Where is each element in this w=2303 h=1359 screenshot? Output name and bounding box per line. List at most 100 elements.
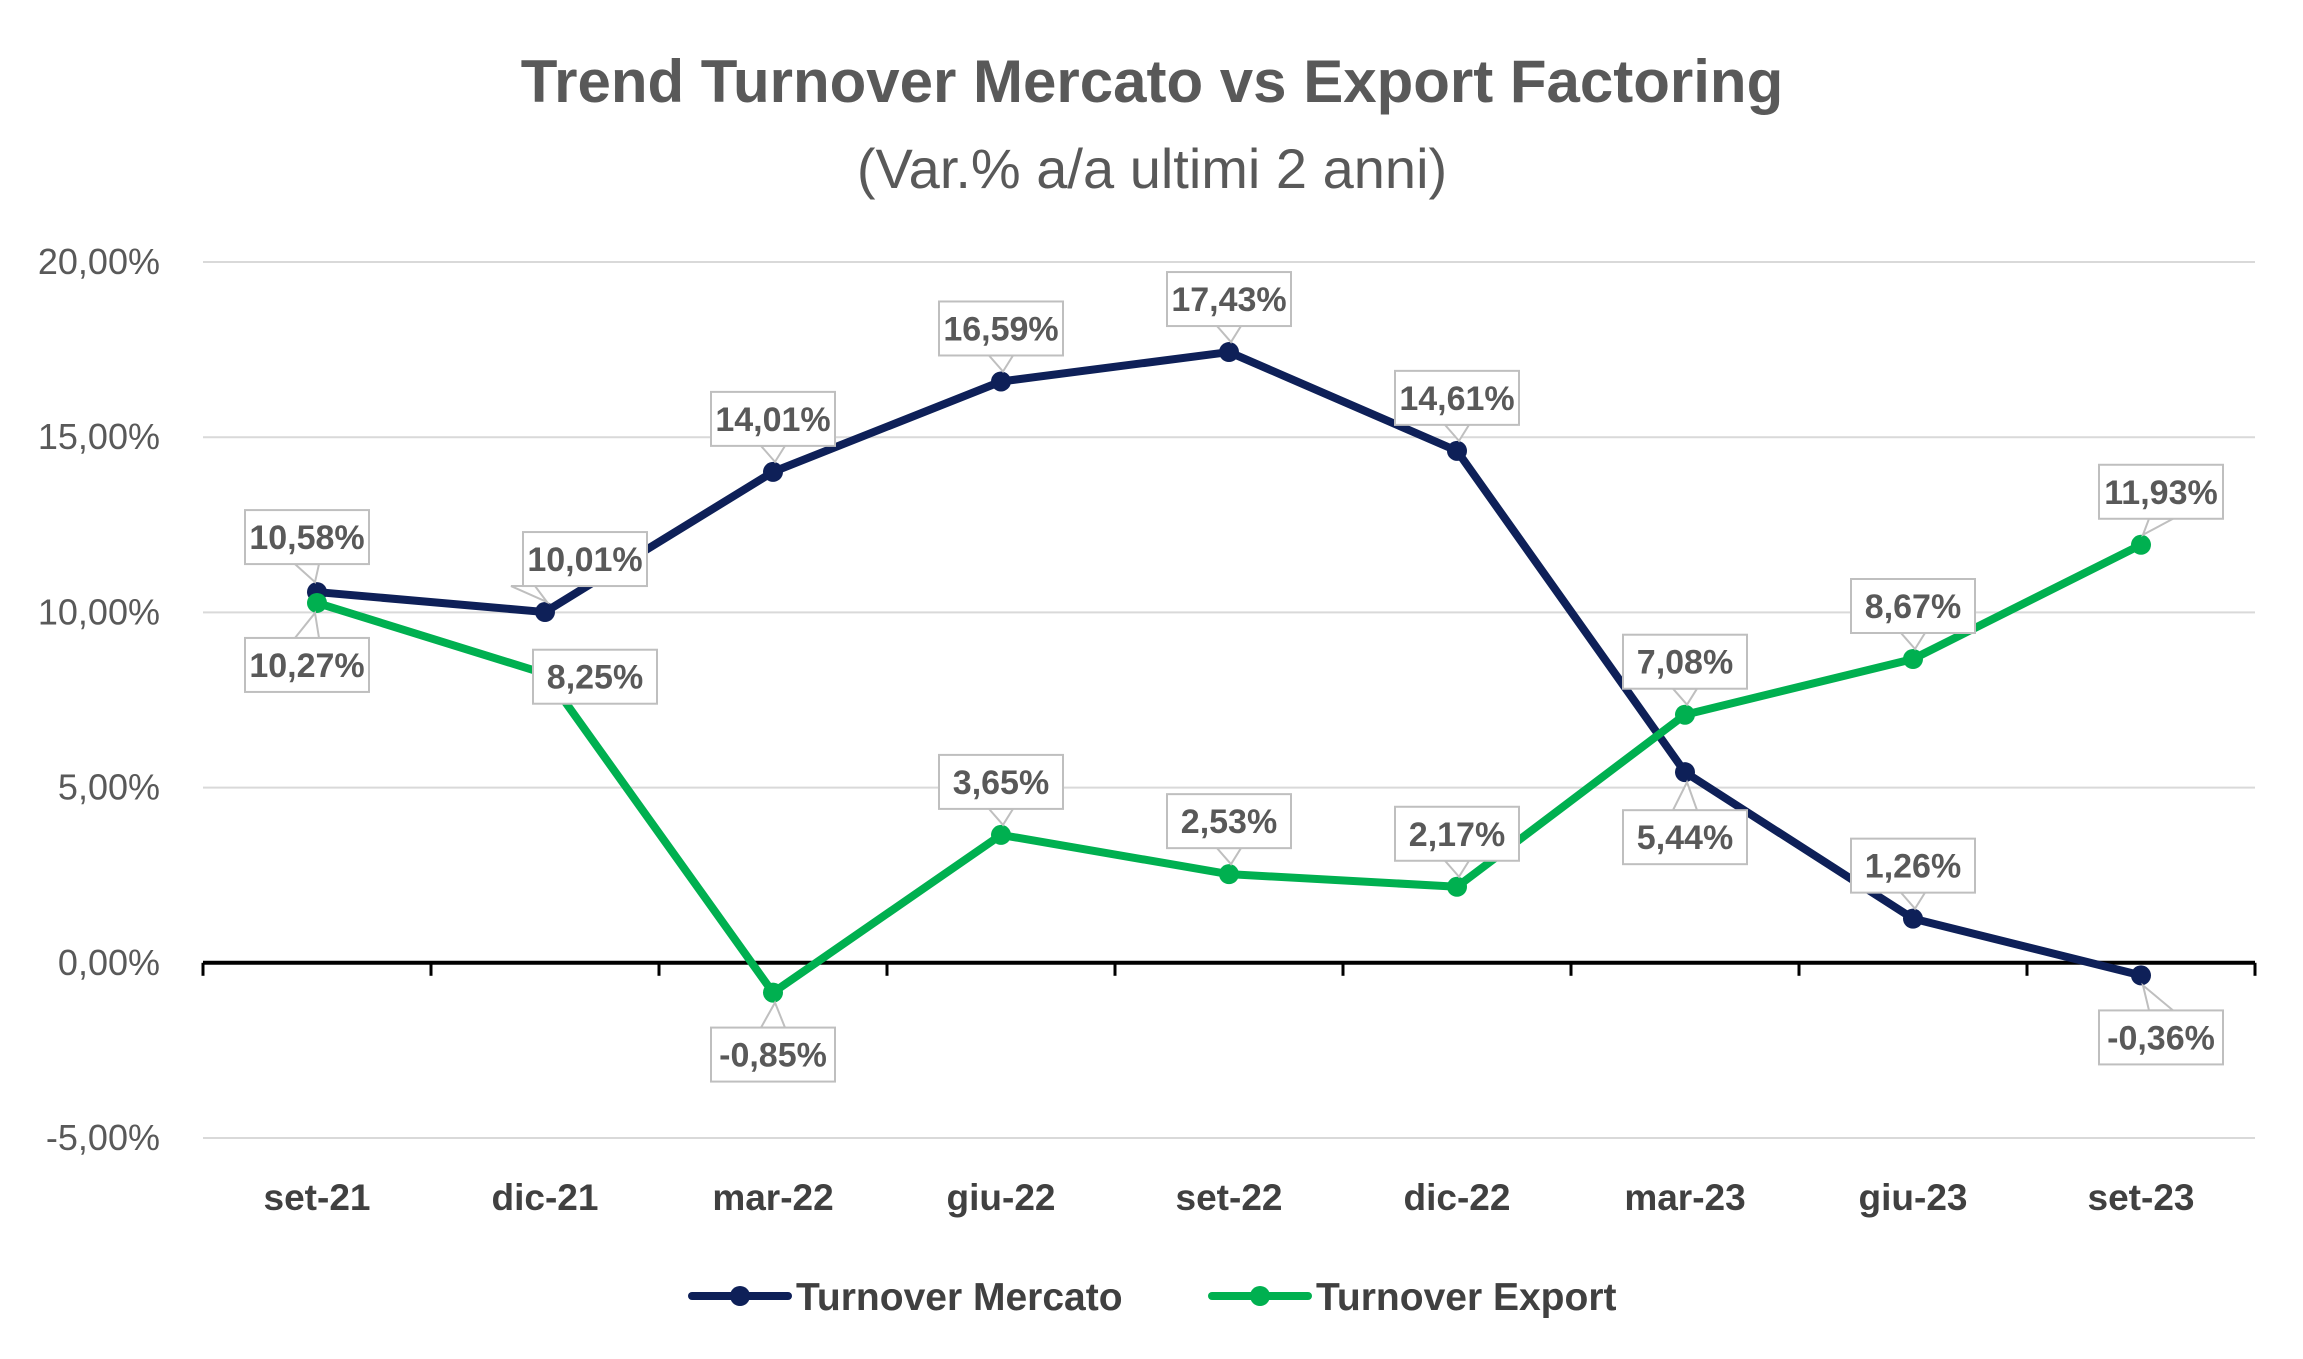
data-point bbox=[1447, 440, 1467, 461]
data-point bbox=[1675, 704, 1695, 725]
x-tick-label: set-21 bbox=[264, 1177, 371, 1218]
data-label: 8,67% bbox=[1850, 578, 1976, 651]
label-pointer bbox=[986, 354, 1015, 374]
label-text: 1,26% bbox=[1865, 848, 1961, 886]
data-label: 10,58% bbox=[244, 509, 370, 584]
label-text: 10,01% bbox=[527, 541, 642, 579]
label-text: 10,27% bbox=[249, 647, 364, 685]
x-tick-label: set-23 bbox=[2088, 1177, 2195, 1218]
x-tick-label: set-22 bbox=[1176, 1177, 1283, 1218]
label-pointer bbox=[758, 444, 787, 464]
data-point bbox=[1903, 908, 1923, 929]
legend-marker bbox=[730, 1286, 750, 1306]
label-text: 5,44% bbox=[1637, 819, 1733, 857]
label-text: 11,93% bbox=[2104, 474, 2217, 512]
data-point bbox=[307, 592, 327, 613]
label-pointer bbox=[1214, 325, 1243, 344]
chart-subtitle: (Var.% a/a ultimi 2 anni) bbox=[857, 137, 1447, 200]
label-box bbox=[1166, 793, 1292, 850]
label-box bbox=[244, 636, 370, 693]
data-point bbox=[1903, 649, 1923, 670]
y-tick-label: 0,00% bbox=[58, 942, 160, 983]
label-box bbox=[710, 390, 836, 447]
data-label: 8,25% bbox=[532, 648, 658, 705]
data-point bbox=[2131, 534, 2151, 555]
label-text: 10,58% bbox=[249, 519, 364, 557]
data-point bbox=[1675, 762, 1695, 783]
y-tick-label: 20,00% bbox=[38, 241, 160, 282]
label-text: 14,01% bbox=[715, 401, 830, 439]
data-point bbox=[763, 461, 783, 482]
x-tick-label: mar-22 bbox=[712, 1177, 833, 1218]
label-box bbox=[1166, 271, 1292, 328]
data-label: 16,59% bbox=[938, 300, 1064, 374]
y-tick-label: 10,00% bbox=[38, 591, 160, 632]
data-label: 11,93% bbox=[2098, 463, 2224, 537]
label-text: 16,59% bbox=[943, 310, 1058, 348]
label-text: 17,43% bbox=[1171, 281, 1286, 319]
label-pointer bbox=[1442, 859, 1471, 879]
label-box bbox=[938, 753, 1064, 810]
data-label: 3,65% bbox=[938, 753, 1064, 827]
label-pointer bbox=[1670, 687, 1699, 707]
x-axis: set-21 dic-21 mar-22 giu-22 set-22 dic-22 mar-… bbox=[201, 960, 2257, 1218]
data-label: -0,85% bbox=[710, 1000, 836, 1083]
label-pointer bbox=[1898, 632, 1927, 651]
label-pointer bbox=[2141, 517, 2174, 537]
label-text: 7,08% bbox=[1637, 644, 1733, 682]
label-box bbox=[522, 531, 648, 588]
legend-label: Turnover Mercato bbox=[796, 1276, 1123, 1319]
label-box bbox=[938, 300, 1064, 357]
label-text: 3,65% bbox=[953, 764, 1049, 802]
data-point bbox=[1219, 342, 1239, 363]
label-box bbox=[532, 648, 658, 705]
label-pointer bbox=[759, 1000, 787, 1029]
label-box bbox=[1394, 805, 1520, 862]
data-point bbox=[2131, 965, 2151, 986]
data-point bbox=[991, 824, 1011, 845]
data-label: 7,08% bbox=[1622, 633, 1748, 707]
data-label: 2,53% bbox=[1166, 793, 1292, 866]
label-pointer bbox=[1214, 847, 1243, 866]
label-pointer bbox=[986, 807, 1015, 827]
data-label: 10,01% bbox=[510, 531, 648, 605]
label-text: 2,53% bbox=[1181, 803, 1277, 841]
x-tick-label: mar-23 bbox=[1624, 1177, 1745, 1218]
data-labels: 10,58% 10,01% 14,01% 16,59% 17,43% 14,61% 5,44… bbox=[244, 271, 2224, 1083]
x-tick-label: dic-21 bbox=[492, 1177, 599, 1218]
x-tick-label: giu-22 bbox=[947, 1177, 1056, 1218]
data-label: 17,43% bbox=[1166, 271, 1292, 344]
data-label: 1,26% bbox=[1850, 837, 1976, 911]
label-pointer bbox=[1671, 779, 1699, 812]
label-box bbox=[1622, 809, 1748, 866]
label-box bbox=[2098, 463, 2224, 520]
label-box bbox=[1622, 633, 1748, 690]
label-pointer bbox=[292, 563, 321, 584]
gridlines: -5,00% 0,00% 5,00% 10,00% 15,00% 20,00% bbox=[38, 241, 2255, 1158]
data-label: 14,01% bbox=[710, 390, 836, 464]
data-point bbox=[535, 602, 555, 623]
label-box bbox=[2098, 1009, 2224, 1066]
label-box bbox=[1850, 578, 1976, 635]
data-point bbox=[763, 982, 783, 1003]
data-label: 2,17% bbox=[1394, 805, 1520, 879]
label-text: 2,17% bbox=[1409, 816, 1505, 854]
label-pointer bbox=[510, 585, 551, 605]
data-point bbox=[1447, 876, 1467, 897]
label-text: 14,61% bbox=[1399, 380, 1514, 418]
label-box bbox=[1394, 369, 1520, 426]
y-tick-label: -5,00% bbox=[46, 1117, 160, 1158]
label-pointer bbox=[292, 610, 321, 639]
data-label: 10,27% bbox=[244, 610, 370, 693]
x-tick-label: dic-22 bbox=[1404, 1177, 1511, 1218]
label-pointer bbox=[1898, 891, 1927, 911]
label-box bbox=[1850, 837, 1976, 894]
label-pointer bbox=[2141, 982, 2176, 1012]
data-point bbox=[1219, 864, 1239, 885]
label-text: -0,36% bbox=[2107, 1019, 2215, 1057]
legend-label: Turnover Export bbox=[1316, 1276, 1616, 1319]
chart-title: Trend Turnover Mercato vs Export Factori… bbox=[521, 48, 1783, 115]
x-tick-label: giu-23 bbox=[1859, 1177, 1968, 1218]
label-text: -0,85% bbox=[719, 1037, 827, 1075]
